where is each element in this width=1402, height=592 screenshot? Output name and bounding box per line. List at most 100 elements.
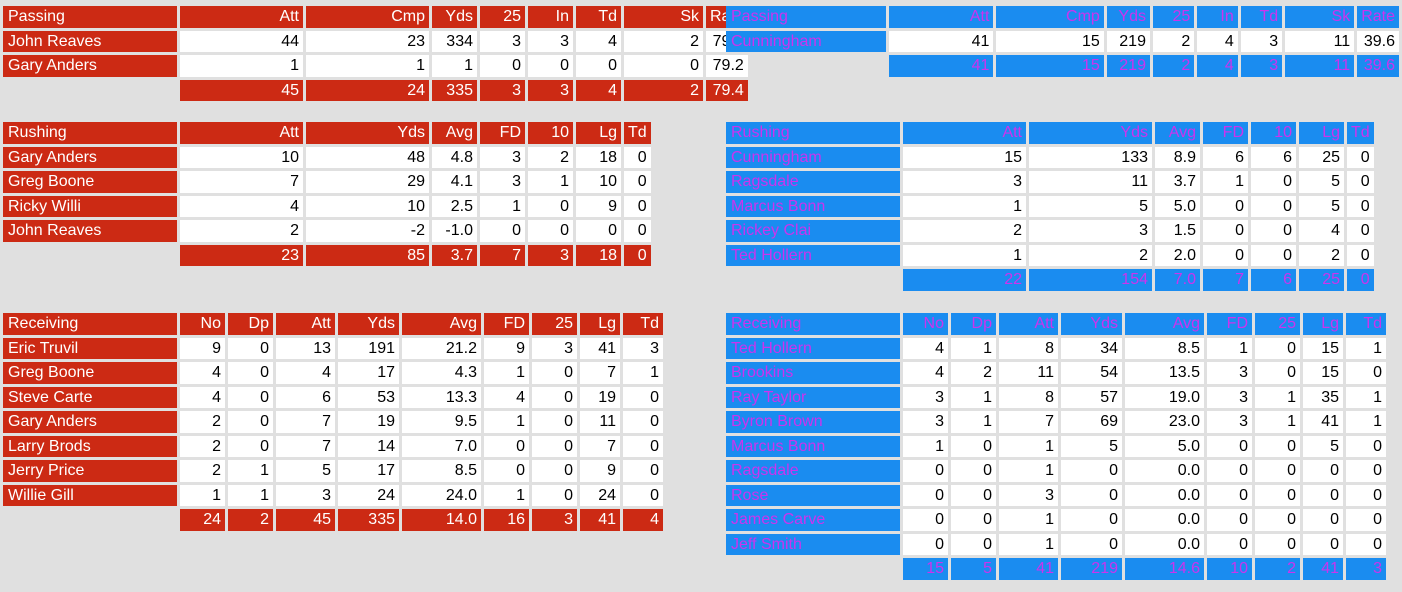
stat-cell: 9 <box>484 337 529 359</box>
stat-cell: 3 <box>903 386 948 408</box>
total-cell: 4 <box>576 79 621 101</box>
stat-cell: 3 <box>532 337 577 359</box>
stat-cell: 1 <box>999 533 1058 555</box>
stat-cell: 0 <box>624 171 651 193</box>
player-name: Ted Hollern <box>726 244 900 266</box>
stat-cell: 19 <box>338 411 399 433</box>
stat-cell: 44 <box>180 30 303 52</box>
column-header: No <box>903 313 948 335</box>
stat-cell: 3 <box>480 171 525 193</box>
table-row: Byron Brown 3 1 7 69 23.0 3 1 41 1 <box>726 411 1386 433</box>
stat-cell: 8.5 <box>1125 337 1204 359</box>
total-cell: 23 <box>180 244 303 266</box>
stat-cell: 334 <box>432 30 477 52</box>
stat-cell: 0 <box>1347 146 1374 168</box>
total-cell: 3 <box>1346 558 1386 580</box>
player-name: Jeff Smith <box>726 533 900 555</box>
stat-cell: 41 <box>1303 411 1343 433</box>
stat-cell: 0 <box>1255 484 1300 506</box>
total-cell: 41 <box>1303 558 1343 580</box>
stat-cell: 17 <box>338 362 399 384</box>
stat-cell: 3 <box>480 30 525 52</box>
home-passing-totals-row: 45 24 335 3 3 4 2 79.4 <box>3 79 748 101</box>
stat-cell: 0 <box>1346 533 1386 555</box>
player-name: Marcus Bonn <box>726 195 900 217</box>
stat-cell: 0 <box>1255 460 1300 482</box>
total-cell: 14.0 <box>402 509 481 531</box>
table-row: Ricky Willi 4 10 2.5 1 0 9 0 <box>3 195 651 217</box>
stat-cell: 2 <box>1299 244 1344 266</box>
stat-cell: 8.5 <box>402 460 481 482</box>
stat-cell: 0 <box>1251 220 1296 242</box>
total-cell: 7 <box>480 244 525 266</box>
stat-cell: 0 <box>951 435 996 457</box>
stat-cell: 53 <box>338 386 399 408</box>
column-header: Att <box>903 122 1026 144</box>
total-cell: 16 <box>484 509 529 531</box>
stat-cell: 4 <box>1299 220 1344 242</box>
total-cell: 0 <box>624 244 651 266</box>
table-row: Willie Gill 1 1 3 24 24.0 1 0 24 0 <box>3 484 663 506</box>
player-name: Rose <box>726 484 900 506</box>
stat-cell: 1 <box>623 362 663 384</box>
stat-cell: 23 <box>306 30 429 52</box>
stat-cell: 1 <box>1203 171 1248 193</box>
totals-spacer <box>3 509 177 531</box>
away-receiving-totals-row: 15 5 41 219 14.6 10 2 41 3 <box>726 558 1386 580</box>
table-row: Ted Hollern 1 2 2.0 0 0 2 0 <box>726 244 1374 266</box>
stat-cell: 9.5 <box>402 411 481 433</box>
stat-cell: 15 <box>996 30 1104 52</box>
column-header: No <box>180 313 225 335</box>
total-cell: 2 <box>228 509 273 531</box>
away-passing-table: Passing Att Cmp Yds 25 In Td Sk Rate Cunningham 41… <box>723 3 1402 80</box>
stat-cell: 0 <box>1061 460 1122 482</box>
player-name: Ragsdale <box>726 171 900 193</box>
total-cell: 3.7 <box>432 244 477 266</box>
stat-cell: 1 <box>1346 411 1386 433</box>
total-cell: 79.4 <box>706 79 748 101</box>
table-row: Jerry Price 2 1 5 17 8.5 0 0 9 0 <box>3 460 663 482</box>
stat-cell: 13.5 <box>1125 362 1204 384</box>
column-header: Yds <box>1106 6 1150 28</box>
stat-cell: 11 <box>580 411 620 433</box>
table-row: Ted Hollern 4 1 8 34 8.5 1 0 15 1 <box>726 337 1386 359</box>
stat-cell: 0 <box>951 509 996 531</box>
stat-cell: 2 <box>1152 30 1195 52</box>
stat-cell: 3 <box>1207 386 1252 408</box>
stat-cell: 11 <box>1029 171 1152 193</box>
stat-cell: 0 <box>1347 220 1374 242</box>
stat-cell: 6 <box>276 386 335 408</box>
stat-cell: 3 <box>1207 362 1252 384</box>
stat-cell: 1 <box>228 484 273 506</box>
table-row: Eric Truvil 9 0 13 191 21.2 9 3 41 3 <box>3 337 663 359</box>
stat-cell: 0 <box>903 533 948 555</box>
column-header: 25 <box>532 313 577 335</box>
total-cell: 4 <box>623 509 663 531</box>
column-header: Att <box>888 6 994 28</box>
column-header: Sk <box>624 6 703 28</box>
total-cell: 6 <box>1251 269 1296 291</box>
stat-cell: 2.0 <box>1155 244 1200 266</box>
player-name: Rickey Clai <box>726 220 900 242</box>
table-row: Rickey Clai 2 3 1.5 0 0 4 0 <box>726 220 1374 242</box>
stat-cell: 0 <box>1303 509 1343 531</box>
stat-cell: 0 <box>1255 337 1300 359</box>
stat-cell: 0 <box>228 362 273 384</box>
column-header: Att <box>999 313 1058 335</box>
total-cell: 15 <box>996 55 1104 77</box>
stat-cell: 0 <box>624 55 703 77</box>
stat-cell: 2 <box>180 220 303 242</box>
stat-cell: 4 <box>576 30 621 52</box>
stat-cell: 5 <box>1303 435 1343 457</box>
stat-cell: 0 <box>480 55 525 77</box>
home-receiving-table: Receiving No Dp Att Yds Avg FD 25 Lg Td Eric Truvi… <box>0 310 666 534</box>
stat-cell: 0 <box>903 484 948 506</box>
stat-cell: 1 <box>228 460 273 482</box>
stat-cell: 11 <box>999 362 1058 384</box>
stat-cell: 0 <box>532 435 577 457</box>
player-name: Steve Carte <box>3 386 177 408</box>
stat-cell: 7 <box>580 362 620 384</box>
stat-cell: 1 <box>180 484 225 506</box>
stat-cell: 0 <box>532 362 577 384</box>
